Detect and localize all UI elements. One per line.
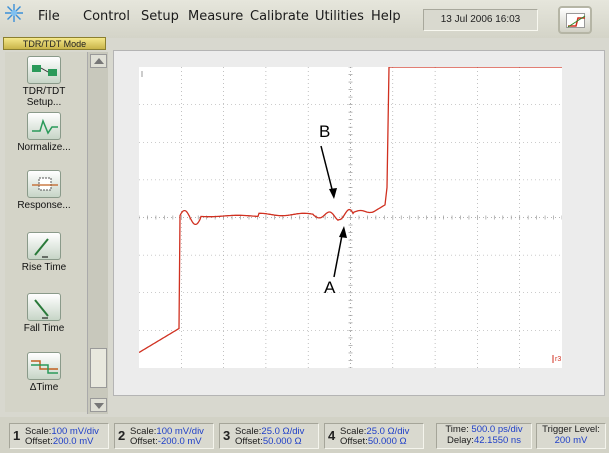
annotation-a: A — [324, 278, 336, 297]
offset-value: 200.0 mV — [52, 436, 94, 447]
trigger-info[interactable]: Trigger Level: 200 mV — [536, 423, 606, 449]
graticule[interactable]: r3 — [139, 67, 562, 368]
tool-label: Normalize... — [17, 142, 71, 153]
offset-value: 50.000 Ω — [262, 436, 302, 447]
tool-label: TDR/TDT Setup... — [22, 86, 66, 108]
tdr-toolbar: TDR/TDT Setup... Normalize... Response...… — [5, 52, 88, 412]
tool-label: ΔTime — [29, 382, 59, 393]
tdr-mode-button[interactable] — [558, 6, 592, 34]
mode-label: TDR/TDT Mode — [3, 37, 106, 50]
channel-number: 3 — [223, 428, 231, 443]
scroll-up-button[interactable] — [90, 54, 107, 68]
trigger-value: 200 mV — [554, 435, 588, 446]
menu-file[interactable]: File — [38, 9, 60, 24]
normalize-icon — [27, 112, 61, 140]
menu-bar: File Control Setup Measure Calibrate Uti… — [0, 0, 609, 38]
annotation-a-arrowhead — [339, 226, 347, 238]
tool-label: Fall Time — [23, 323, 65, 334]
menu-measure[interactable]: Measure — [188, 9, 244, 24]
scale-key: Scale: — [235, 426, 262, 437]
channel-number: 2 — [118, 428, 126, 443]
response-icon — [27, 170, 61, 198]
time-key: Time: — [445, 424, 469, 435]
fall-time-button[interactable]: Fall Time — [5, 293, 83, 334]
offset-value: -200.0 mV — [157, 436, 202, 447]
delta-time-button[interactable]: ΔTime — [5, 352, 83, 393]
normalize-button[interactable]: Normalize... — [5, 112, 83, 153]
response-button[interactable]: Response... — [5, 170, 83, 211]
annotation-b: B — [319, 122, 331, 141]
channel-marker-label: r3 — [555, 356, 561, 363]
status-bar: 1 Scale:100 mV/div Offset:200.0 mV 2 Sca… — [0, 417, 609, 453]
scale-value: 25.0 Ω/div — [366, 426, 410, 437]
annotation-b-arrowhead — [329, 188, 337, 199]
rise-time-icon — [27, 232, 61, 260]
scale-key: Scale: — [25, 426, 52, 437]
delay-value: 42.1550 ns — [473, 435, 521, 446]
scroll-thumb[interactable] — [90, 348, 107, 388]
delay-key: Delay: — [447, 435, 474, 446]
step-waveform-icon — [566, 13, 586, 28]
starburst-logo-icon — [5, 4, 23, 22]
scale-key: Scale: — [130, 426, 157, 437]
waveform-trace — [139, 67, 562, 354]
annotation-b-arrow — [320, 145, 335, 198]
scale-value: 100 mV/div — [156, 426, 204, 437]
offset-key: Offset: — [340, 436, 368, 447]
channel-2-info[interactable]: 2 Scale:100 mV/div Offset:-200.0 mV — [114, 423, 214, 449]
menu-calibrate[interactable]: Calibrate — [250, 9, 309, 24]
menu-utilities[interactable]: Utilities — [315, 9, 364, 24]
channel-4-info[interactable]: 4 Scale:25.0 Ω/div Offset:50.000 Ω — [324, 423, 424, 449]
date-time-display: 13 Jul 2006 16:03 — [423, 9, 538, 31]
fall-time-icon — [27, 293, 61, 321]
offset-value: 50.000 Ω — [367, 436, 407, 447]
menu-help[interactable]: Help — [371, 9, 401, 24]
tdr-setup-button[interactable]: TDR/TDT Setup... — [5, 56, 83, 108]
scroll-down-button[interactable] — [90, 398, 107, 412]
scale-value: 100 mV/div — [51, 426, 99, 437]
offset-key: Offset: — [25, 436, 53, 447]
scale-value: 25.0 Ω/div — [261, 426, 305, 437]
offset-key: Offset: — [130, 436, 158, 447]
tool-label: Rise Time — [21, 262, 67, 273]
annotation-a-arrow — [333, 229, 344, 278]
channel-3-info[interactable]: 3 Scale:25.0 Ω/div Offset:50.000 Ω — [219, 423, 319, 449]
channel-number: 1 — [13, 428, 21, 443]
scale-key: Scale: — [340, 426, 367, 437]
delta-time-icon — [27, 352, 61, 380]
waveform-svg: r3 — [139, 67, 562, 368]
rise-time-button[interactable]: Rise Time — [5, 232, 83, 273]
trigger-label: Trigger Level: — [542, 424, 600, 435]
offset-key: Offset: — [235, 436, 263, 447]
channel-1-info[interactable]: 1 Scale:100 mV/div Offset:200.0 mV — [9, 423, 109, 449]
timebase-info[interactable]: Time: 500.0 ps/div Delay:42.1550 ns — [436, 423, 532, 449]
channel-number: 4 — [328, 428, 336, 443]
tool-label: Response... — [17, 200, 71, 211]
time-value: 500.0 ps/div — [471, 424, 523, 435]
tdr-setup-icon — [27, 56, 61, 84]
menu-setup[interactable]: Setup — [141, 9, 179, 24]
toolbar-scrollbar[interactable] — [87, 52, 108, 414]
menu-control[interactable]: Control — [83, 9, 130, 24]
